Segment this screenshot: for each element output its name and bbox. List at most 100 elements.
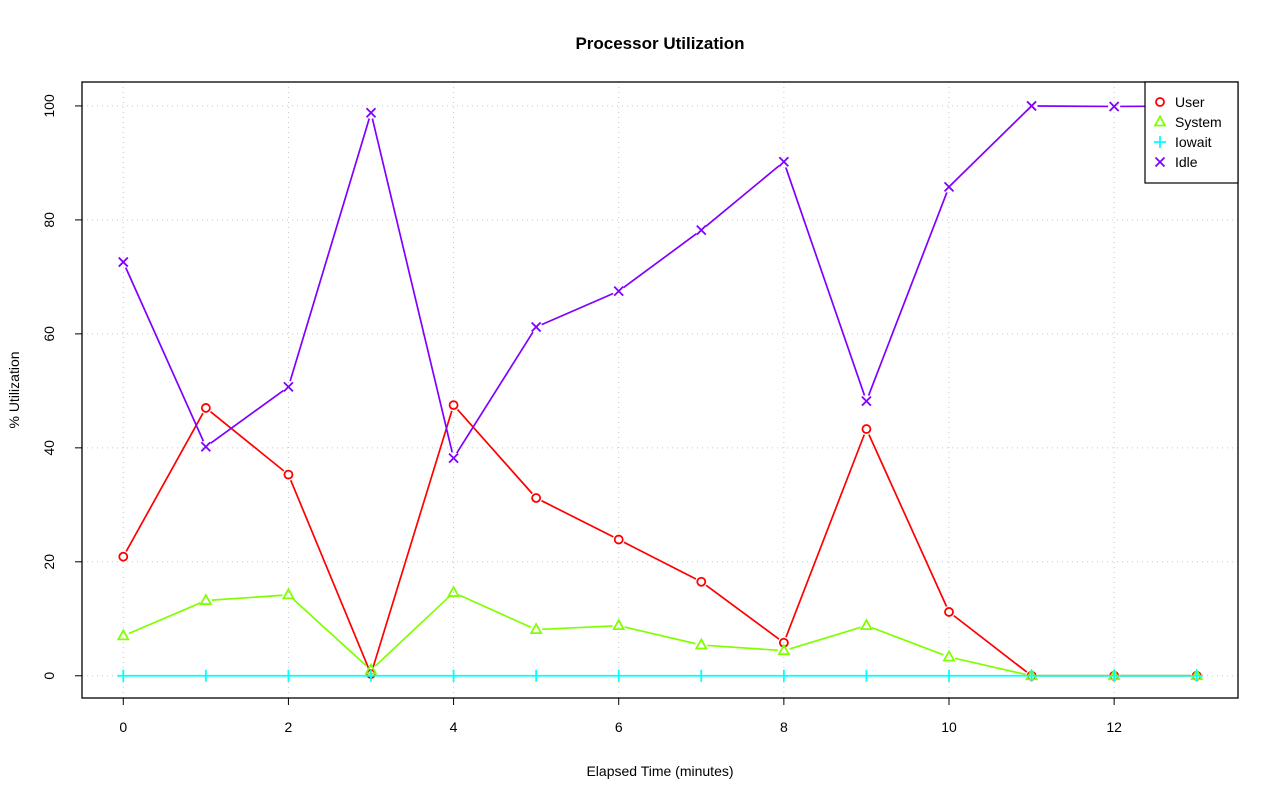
data-point xyxy=(862,397,871,406)
data-point xyxy=(532,323,541,332)
series-segment xyxy=(707,645,778,650)
series-segment xyxy=(869,435,947,607)
series-segment xyxy=(706,166,779,227)
series-group xyxy=(117,101,1202,681)
triangle-marker xyxy=(118,630,128,639)
data-point xyxy=(367,108,376,117)
series-segment xyxy=(372,119,452,453)
data-point xyxy=(530,670,542,682)
data-point xyxy=(779,157,788,166)
y-tick-label: 20 xyxy=(41,554,57,570)
y-axis-label: % Utilization xyxy=(6,351,22,428)
x-tick-label: 8 xyxy=(780,719,788,735)
series-segment xyxy=(624,542,696,579)
data-point xyxy=(861,620,871,629)
legend-label: System xyxy=(1175,114,1222,130)
grid xyxy=(82,82,1238,698)
data-point xyxy=(118,630,128,639)
series-segment xyxy=(457,332,533,453)
series-user xyxy=(119,401,1200,680)
series-segment xyxy=(212,595,283,600)
x-tick-label: 10 xyxy=(941,719,957,735)
series-segment xyxy=(129,603,201,634)
series-segment xyxy=(126,413,203,551)
data-point xyxy=(862,425,870,433)
series-idle xyxy=(119,101,1201,462)
series-segment xyxy=(869,192,947,395)
data-point xyxy=(945,182,954,191)
triangle-marker xyxy=(944,651,954,660)
data-point xyxy=(532,494,540,502)
series-segment xyxy=(291,480,369,668)
data-point xyxy=(860,670,872,682)
triangle-marker xyxy=(449,587,459,596)
data-point xyxy=(449,587,459,596)
chart-title: Processor Utilization xyxy=(575,34,744,53)
plot-frame xyxy=(82,82,1238,698)
y-tick-label: 0 xyxy=(41,672,57,680)
data-point xyxy=(944,651,954,660)
legend-label: User xyxy=(1175,94,1205,110)
data-point xyxy=(695,670,707,682)
legend-label: Idle xyxy=(1175,154,1198,170)
y-tick-label: 100 xyxy=(41,94,57,118)
circle-marker xyxy=(945,608,953,616)
series-segment xyxy=(953,110,1027,183)
data-point xyxy=(119,553,127,561)
circle-marker xyxy=(697,578,705,586)
data-point xyxy=(201,595,211,604)
data-point xyxy=(945,608,953,616)
series-segment xyxy=(290,119,369,382)
series-segment xyxy=(786,435,864,637)
series-segment xyxy=(790,627,861,649)
series-segment xyxy=(624,234,697,288)
data-point xyxy=(119,258,128,267)
series-segment xyxy=(872,628,943,655)
data-point xyxy=(778,670,790,682)
series-segment xyxy=(954,616,1027,672)
data-point xyxy=(201,442,210,451)
series-segment xyxy=(211,390,284,443)
series-segment xyxy=(955,658,1026,674)
data-point xyxy=(117,670,129,682)
circle-marker xyxy=(532,494,540,502)
series-segment xyxy=(126,268,204,442)
circle-marker xyxy=(862,425,870,433)
series-segment xyxy=(459,595,531,627)
series-segment xyxy=(211,412,284,471)
series-segment xyxy=(706,585,779,639)
data-point xyxy=(448,670,460,682)
data-point xyxy=(202,404,210,412)
triangle-marker xyxy=(531,624,541,633)
x-tick-label: 6 xyxy=(615,719,623,735)
series-segment xyxy=(542,294,614,325)
y-tick-label: 60 xyxy=(41,326,57,342)
data-point xyxy=(449,454,458,463)
y-tick-label: 80 xyxy=(41,212,57,228)
series-iowait xyxy=(117,670,1202,682)
legend: User System Iowait Idle xyxy=(1145,82,1238,183)
series-segment xyxy=(542,626,613,629)
data-point xyxy=(282,670,294,682)
x-tick-label: 12 xyxy=(1106,719,1122,735)
x-tick-label: 4 xyxy=(450,719,458,735)
data-point xyxy=(200,670,212,682)
triangle-marker xyxy=(861,620,871,629)
x-axis-label: Elapsed Time (minutes) xyxy=(586,763,733,779)
series-segment xyxy=(373,411,452,668)
data-point xyxy=(943,670,955,682)
series-system xyxy=(118,587,1201,679)
legend-label: Iowait xyxy=(1175,134,1212,150)
data-point xyxy=(1110,102,1119,111)
series-segment xyxy=(542,501,614,537)
data-point xyxy=(284,382,293,391)
data-point xyxy=(696,640,706,649)
data-point xyxy=(531,624,541,633)
circle-marker xyxy=(202,404,210,412)
circle-marker xyxy=(119,553,127,561)
data-point xyxy=(1027,101,1036,110)
x-tick-label: 0 xyxy=(119,719,127,735)
series-segment xyxy=(786,167,865,395)
series-segment xyxy=(375,597,449,666)
y-tick-label: 40 xyxy=(41,440,57,456)
